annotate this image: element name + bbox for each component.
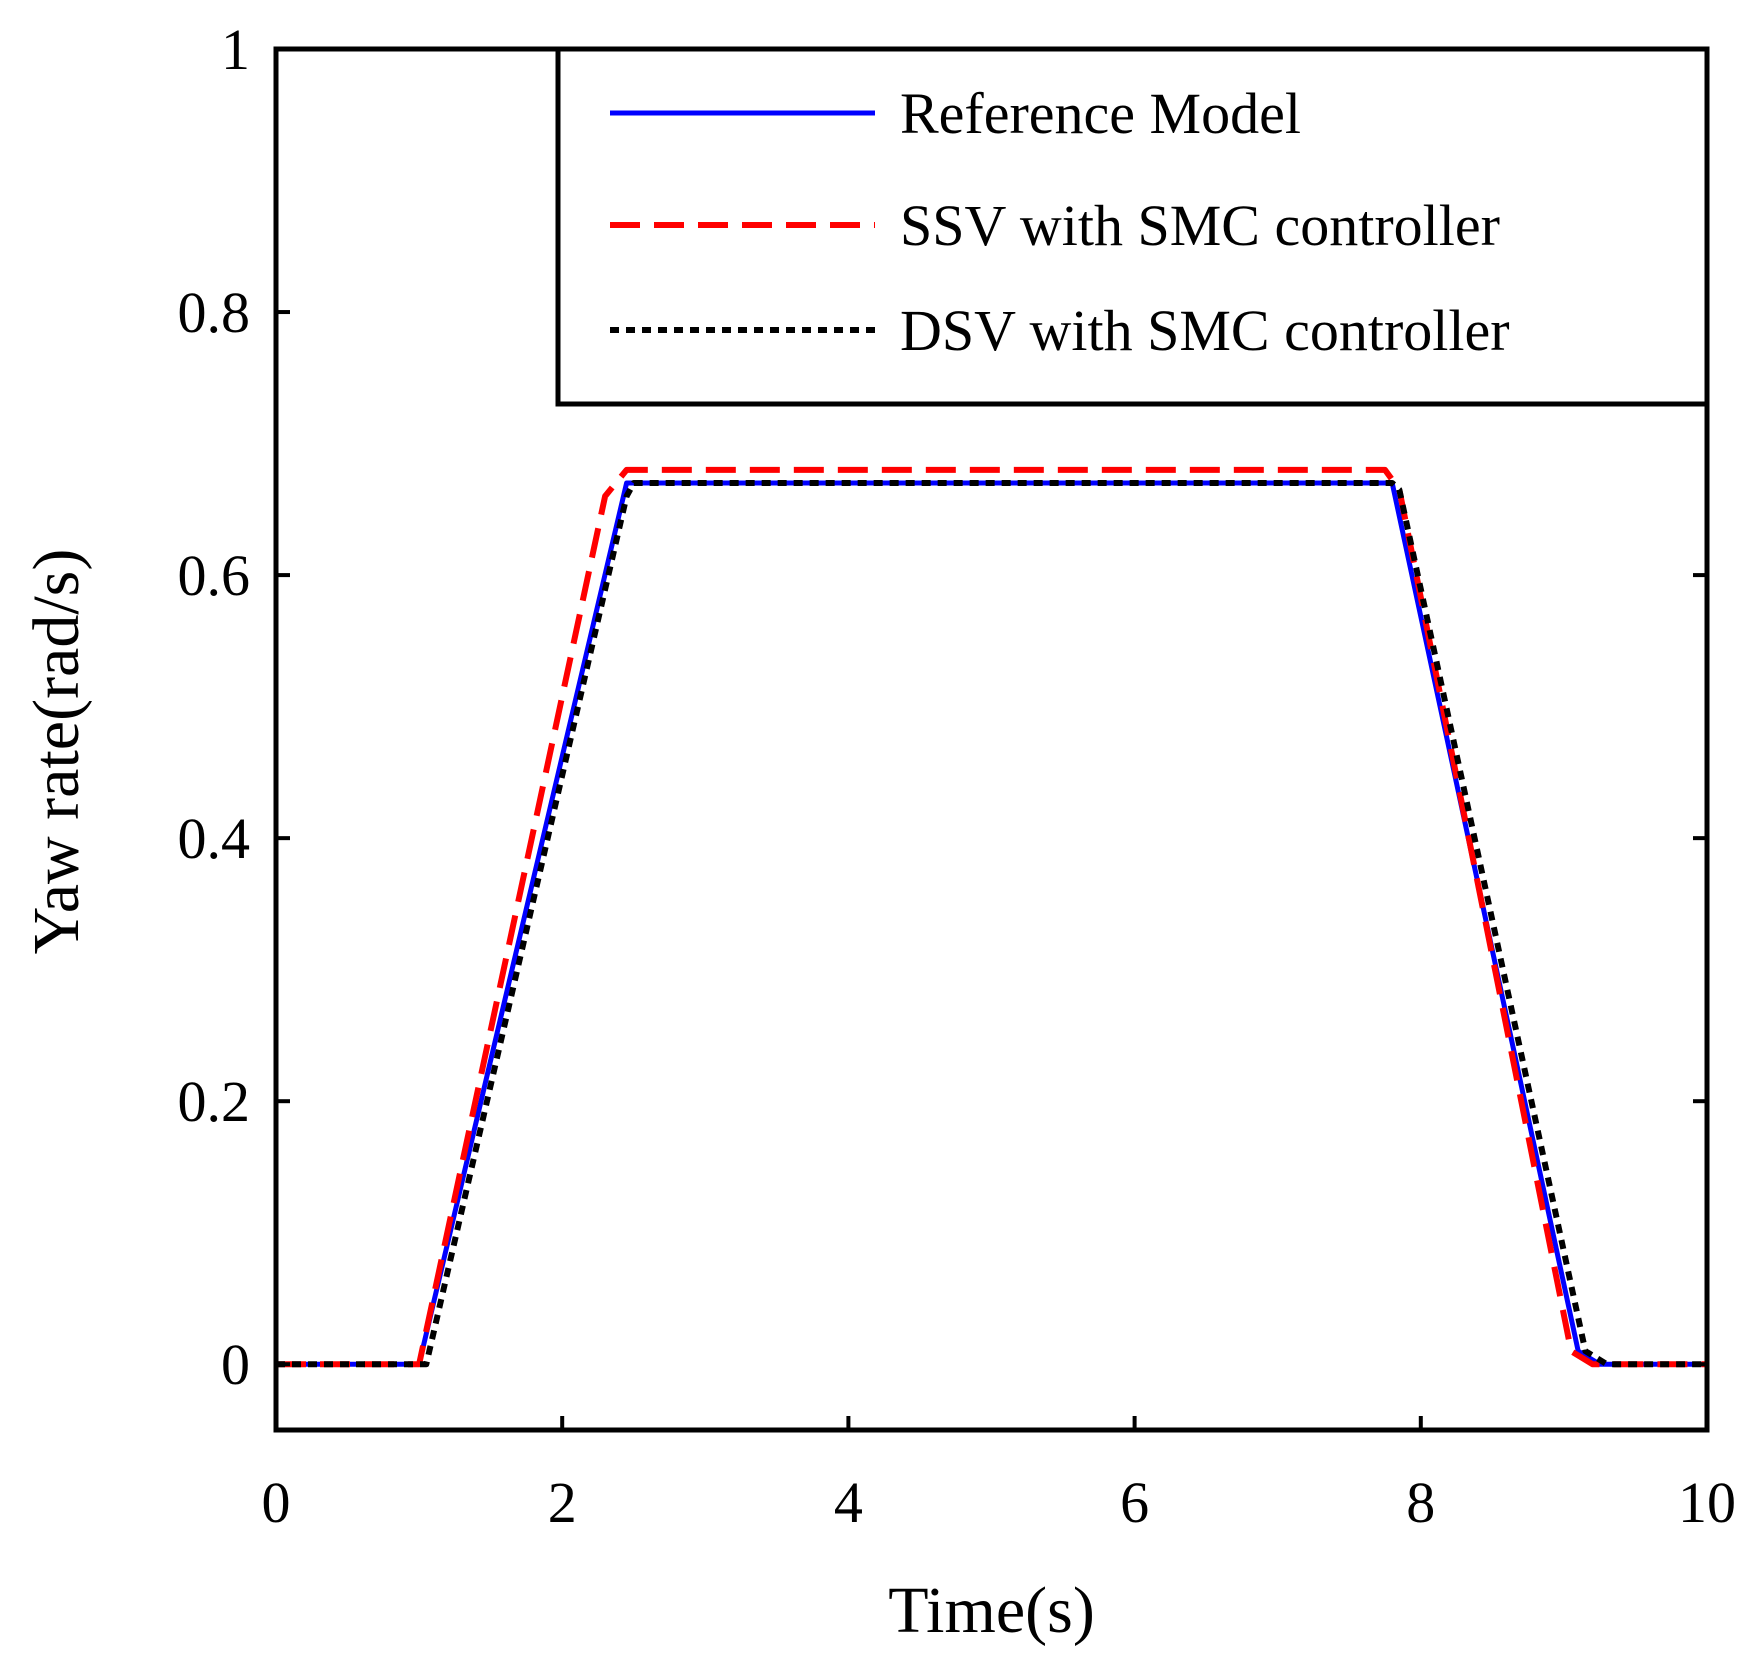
y-tick-label: 1 (221, 17, 250, 82)
y-tick-label: 0 (221, 1332, 250, 1397)
series-line-2 (276, 480, 1707, 1368)
series-line-0 (276, 480, 1707, 1367)
y-tick-label: 0.4 (178, 806, 251, 871)
tick-labels-layer: 0 2 4 6 8 10 0 0.2 0.4 0.6 0.8 1 (178, 17, 1737, 1535)
x-tick-label: 10 (1678, 1470, 1736, 1535)
x-tick-label: 4 (834, 1470, 863, 1535)
series-line-1 (276, 466, 1707, 1368)
y-tick-label: 0.2 (178, 1069, 251, 1134)
x-tick-label: 0 (262, 1470, 291, 1535)
x-tick-label: 8 (1406, 1470, 1435, 1535)
legend-label-2: DSV with SMC controller (900, 298, 1510, 363)
series-layer (276, 466, 1707, 1368)
y-axis-title: Yaw rate(rad/s) (20, 549, 93, 955)
x-tick-label: 6 (1120, 1470, 1149, 1535)
legend-label-1: SSV with SMC controller (900, 193, 1500, 258)
y-tick-label: 0.8 (178, 280, 251, 345)
x-axis-title: Time(s) (888, 1574, 1095, 1647)
legend-label-0: Reference Model (900, 81, 1301, 146)
legend: Reference Model SSV with SMC controller DS… (555, 46, 1710, 407)
y-tick-label: 0.6 (178, 543, 251, 608)
x-tick-label: 2 (548, 1470, 577, 1535)
